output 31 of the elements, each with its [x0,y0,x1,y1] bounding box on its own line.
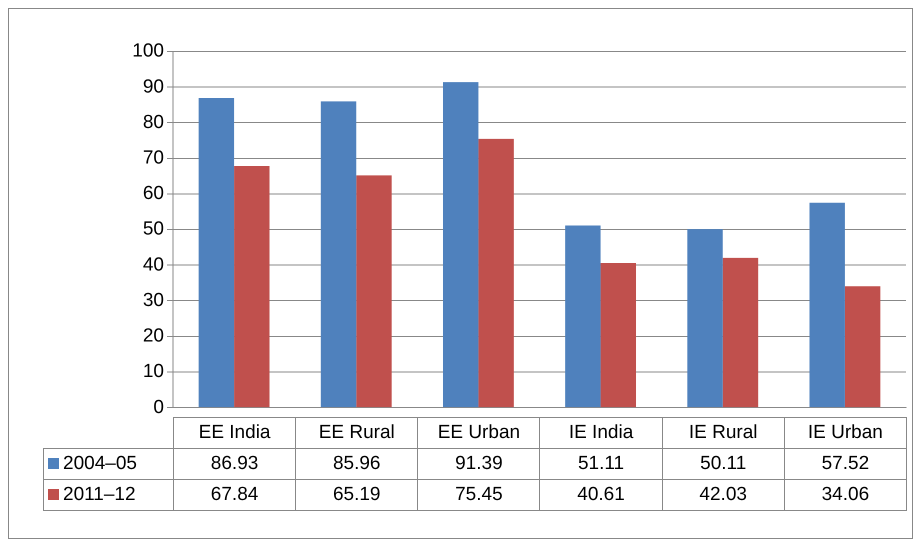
data-label: 65.19 [296,480,418,510]
x-tick-label: EE Rural [296,418,418,448]
x-tick-label: EE India [174,418,296,448]
data-label: 86.93 [174,448,296,480]
y-tick-label: 20 [142,326,164,347]
y-tick-label: 50 [142,218,164,240]
data-label: 51.11 [540,448,662,480]
y-tick-label: 100 [132,40,164,62]
legend-label: 2004–05 [63,453,137,474]
data-label: 42.03 [662,480,784,510]
x-tick-label: EE Urban [418,418,540,448]
data-label: 50.11 [662,448,784,480]
data-label: 57.52 [784,448,906,480]
data-label: 34.06 [784,480,906,510]
data-label: 85.96 [296,448,418,480]
y-tick-label: 10 [142,361,164,382]
x-tick-label: IE India [540,418,662,448]
data-label: 67.84 [174,480,296,510]
y-tick-label: 70 [142,147,164,168]
y-tick-label: 60 [142,183,164,204]
data-label: 91.39 [418,448,540,480]
y-tick-label: 80 [142,112,164,133]
y-tick-label: 0 [153,396,164,418]
y-tick-label: 90 [142,76,164,98]
y-tick-label: 30 [142,290,164,311]
x-tick-label: IE Urban [784,418,906,448]
data-label: 75.45 [418,480,540,510]
y-tick-label: 40 [142,254,164,276]
x-tick-label: IE Rural [662,418,784,448]
data-label: 40.61 [540,480,662,510]
legend-label: 2011–12 [63,484,136,505]
